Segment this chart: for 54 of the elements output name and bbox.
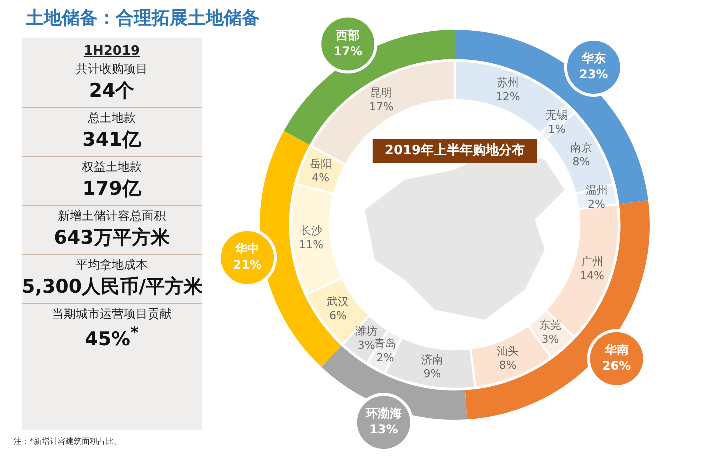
text: 权益土地款 [81,159,143,176]
slice-label: 潍坊 [356,324,378,338]
slice-label: 东莞 [539,319,562,332]
slice-label: 华东 [580,52,606,66]
data-label: 3% [358,338,376,352]
text: 总土地款 [87,110,137,127]
text: 平均拿地成本 [75,257,149,274]
text: 土地储备：合理拓展土地储备 [26,7,260,30]
text: 当期城市运营项目贡献 [51,306,173,323]
data-label: 26% [602,358,632,373]
text: 24个 [88,79,136,104]
data-label: 17% [369,100,394,114]
data-label: 1% [548,122,566,136]
data-label: 23% [580,68,608,82]
slice-label: 长沙 [300,224,322,238]
slice-label: 昆明 [370,86,393,100]
slice-label: 华南 [604,342,629,357]
slice-label: 武汉 [327,296,350,309]
data-label: 3% [542,333,560,346]
slice-label: 岳阳 [310,158,332,171]
data-label: 11% [299,238,324,252]
data-label: 2% [588,198,606,211]
text: 45%$^{*}$ [84,323,140,350]
slice-label: 无锡 [546,108,568,122]
slice-label: 华中 [234,242,260,256]
data-label: 17% [334,44,362,58]
data-label: 14% [580,269,604,282]
slice-label: 汕头 [497,345,520,358]
data-label: 9% [424,367,442,380]
text: 新增土储计容总面积 [57,208,167,225]
slice-label: 西部 [335,28,360,42]
slice-label: 苏州 [497,76,520,90]
data-label: 2% [376,351,394,364]
text: 643万平方米 [53,226,171,251]
text: 5,300人民币/平方米 [22,275,204,300]
slice-label: 温州 [586,184,608,197]
text: 共计收购项目 [75,61,149,78]
slice-label: 济南 [421,353,444,366]
text: 注：*新增计容建筑面积占比。 [14,436,122,447]
data-label: 13% [370,422,398,437]
slice-label: 南京 [570,141,592,154]
data-label: 12% [496,90,520,104]
text: 1H2019 [82,44,142,59]
slice-label: 广州 [581,255,604,268]
data-label: 8% [499,359,517,372]
text: 179亿 [82,177,142,202]
data-label: 4% [312,172,330,185]
slice-label: 青岛 [374,337,396,350]
text: 341亿 [82,128,142,153]
slice-label: 环渤海 [364,406,402,421]
text: 2019年上半年购地分布 [384,143,526,158]
data-label: 8% [572,155,590,168]
data-label: 6% [330,310,347,323]
data-label: 21% [233,258,262,272]
